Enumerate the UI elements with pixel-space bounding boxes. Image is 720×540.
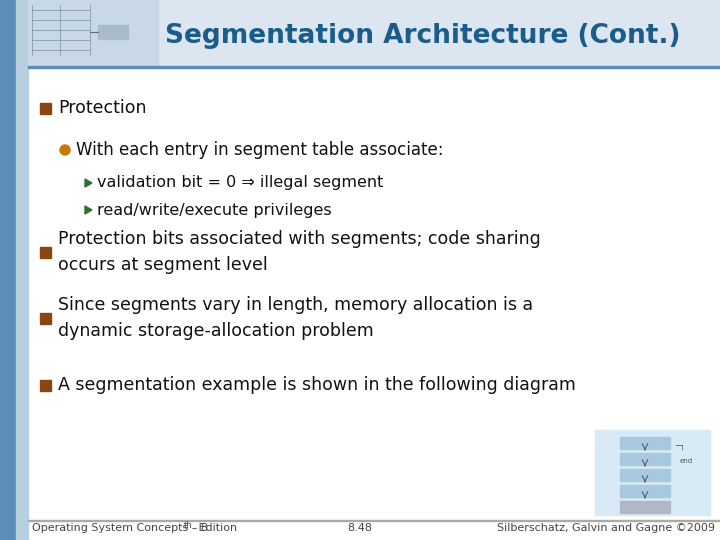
Bar <box>40 313 50 323</box>
Text: Silberschatz, Galvin and Gagne ©2009: Silberschatz, Galvin and Gagne ©2009 <box>497 523 715 533</box>
Polygon shape <box>85 206 92 214</box>
Text: ─┐: ─┐ <box>675 441 685 449</box>
Text: read/write/execute privileges: read/write/execute privileges <box>97 202 332 218</box>
Bar <box>40 246 50 258</box>
Bar <box>28 520 720 521</box>
Bar <box>40 380 50 390</box>
Text: Since segments vary in length, memory allocation is a
dynamic storage-allocation: Since segments vary in length, memory al… <box>58 296 533 340</box>
Bar <box>28 0 720 68</box>
Text: With each entry in segment table associate:: With each entry in segment table associa… <box>76 141 444 159</box>
Circle shape <box>60 145 70 155</box>
Bar <box>98 25 128 39</box>
Text: end: end <box>680 458 693 464</box>
Bar <box>28 66 720 68</box>
Bar <box>16 0 28 540</box>
Text: Edition: Edition <box>195 523 237 533</box>
Text: A segmentation example is shown in the following diagram: A segmentation example is shown in the f… <box>58 376 576 394</box>
Text: Segmentation Architecture (Cont.): Segmentation Architecture (Cont.) <box>165 23 680 49</box>
Text: 8.48: 8.48 <box>348 523 372 533</box>
Bar <box>620 501 670 513</box>
Bar <box>620 437 670 449</box>
Bar <box>620 469 670 481</box>
Bar <box>620 453 670 465</box>
Bar <box>595 430 710 515</box>
Bar <box>0 0 16 540</box>
Polygon shape <box>85 179 92 187</box>
Bar <box>28 0 158 65</box>
Text: Protection bits associated with segments; code sharing
occurs at segment level: Protection bits associated with segments… <box>58 230 541 274</box>
Text: Operating System Concepts – 8: Operating System Concepts – 8 <box>32 523 208 533</box>
Text: th: th <box>184 521 193 530</box>
Bar <box>40 103 50 113</box>
Bar <box>620 485 670 497</box>
Text: validation bit = 0 ⇒ illegal segment: validation bit = 0 ⇒ illegal segment <box>97 176 383 191</box>
Text: Protection: Protection <box>58 99 146 117</box>
